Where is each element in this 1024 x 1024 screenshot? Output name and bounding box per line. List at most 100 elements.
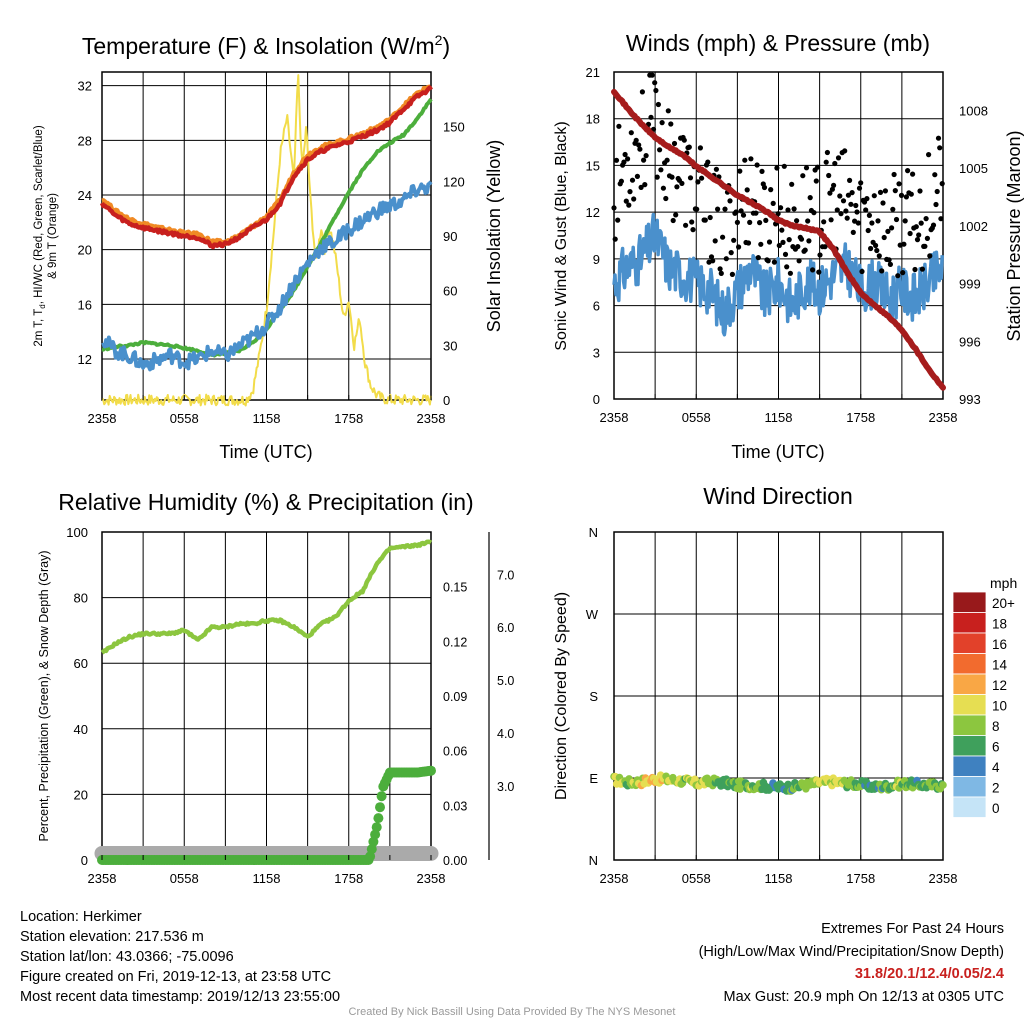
- extremes-title: Extremes For Past 24 Hours: [821, 921, 1004, 937]
- wind-direction-grid: [614, 532, 943, 860]
- gust-point: [832, 160, 838, 167]
- x-tick-label: 1758: [334, 871, 363, 886]
- gust-point: [731, 237, 737, 243]
- gust-point: [855, 220, 861, 226]
- direction-tick-label: S: [589, 689, 598, 704]
- gust-point: [787, 270, 794, 276]
- gust-point: [683, 222, 689, 228]
- gust-point: [733, 209, 739, 215]
- gust-point: [705, 159, 711, 165]
- max-gust: Max Gust: 20.9 mph On 12/13 at 0305 UTC: [723, 988, 1004, 1005]
- figure-created: Figure created on Fri, 2019-12-13, at 23…: [20, 969, 332, 985]
- wind_chill-line: [101, 180, 433, 372]
- snow-tick-label: 5.0: [497, 674, 514, 688]
- temperature-x-label: Time (UTC): [219, 442, 312, 462]
- gust-point: [821, 219, 827, 225]
- gust-point: [913, 224, 919, 230]
- legend-swatch: [952, 694, 987, 716]
- gust-point: [816, 269, 822, 275]
- gust-point: [858, 180, 864, 186]
- gust-point: [784, 264, 790, 270]
- y2-tick-label: 60: [443, 284, 457, 299]
- gust-point: [742, 157, 748, 163]
- legend-label: 14: [992, 658, 1008, 673]
- gust-point: [723, 256, 729, 262]
- gust-point: [835, 155, 842, 161]
- gust-point: [829, 186, 836, 192]
- gust-point: [880, 200, 886, 206]
- gust-point: [616, 123, 622, 129]
- gust-point: [922, 243, 928, 249]
- gust-point: [744, 187, 750, 193]
- gust-point: [781, 163, 787, 169]
- precip-tick-label: 0.06: [443, 745, 467, 759]
- gust-point: [641, 157, 647, 163]
- gust-point: [713, 166, 720, 172]
- direction-tick-label: W: [586, 607, 599, 622]
- gust-point: [831, 182, 837, 188]
- gust-point: [759, 168, 765, 174]
- gust-point: [747, 219, 753, 225]
- gust-point: [937, 145, 943, 151]
- gust-point: [782, 251, 789, 257]
- gust-point: [633, 137, 639, 143]
- gust-point: [690, 227, 696, 233]
- x-tick-label: 1758: [846, 410, 875, 425]
- gust-point: [805, 218, 811, 224]
- gust-point: [669, 174, 675, 180]
- legend-swatch: [952, 673, 987, 695]
- station-location: Location: Herkimer: [20, 909, 142, 925]
- snow-tick-label: 4.0: [497, 727, 514, 741]
- gust-point: [627, 189, 633, 195]
- y-tick-label: 24: [78, 188, 92, 203]
- gust-point: [660, 185, 667, 191]
- gust-point: [802, 247, 808, 253]
- snow-tick-label: 3.0: [497, 780, 514, 794]
- gust-point: [885, 228, 891, 234]
- wind-direction-y-label: Direction (Colored By Speed): [553, 592, 570, 800]
- y2-tick-label: 1008: [959, 103, 988, 118]
- wind-direction-series: [610, 771, 947, 795]
- temperature-ticks: 2358 0558 1158 1758 2358 12 16 20 24 28 32 0 30 60 90 1…: [78, 79, 465, 426]
- gust-point: [817, 252, 823, 258]
- gust-point: [800, 173, 806, 179]
- gust-point: [843, 208, 849, 214]
- gust-point: [679, 180, 685, 186]
- winds-x-label: Time (UTC): [731, 442, 824, 462]
- gust-point: [908, 191, 914, 197]
- gust-point: [727, 198, 733, 204]
- gust-point: [729, 271, 736, 277]
- winds-ticks: 2358 0558 1158 1758 235803691215182199399699…: [586, 65, 988, 425]
- direction-point: [939, 781, 947, 789]
- pressure-line: [611, 88, 946, 391]
- legend-label: 16: [992, 637, 1007, 652]
- gust-point: [637, 146, 643, 152]
- gust-point: [791, 206, 797, 212]
- direction-tick-label: E: [589, 771, 598, 786]
- legend-swatch: [952, 735, 987, 757]
- gust-point: [896, 181, 902, 187]
- gust-point: [823, 159, 829, 165]
- precip-point: [375, 802, 385, 813]
- legend-swatch: [952, 591, 987, 613]
- gust-point: [905, 168, 911, 174]
- y-tick-label: 32: [78, 79, 92, 94]
- y2-tick-label: 30: [443, 338, 457, 353]
- gust-point: [901, 241, 907, 247]
- gust-point: [853, 202, 859, 209]
- x-tick-label: 0558: [170, 411, 199, 426]
- gust-point: [687, 175, 694, 181]
- gust-point: [811, 210, 817, 216]
- humidity-title: Relative Humidity (%) & Precipitation (i…: [58, 489, 473, 515]
- gust-point: [779, 227, 785, 233]
- gust-point: [652, 80, 658, 86]
- gust-point: [649, 72, 655, 78]
- legend-swatch: [952, 612, 987, 634]
- gust-point: [789, 181, 795, 187]
- gust-point: [834, 207, 840, 213]
- winds-panel: Winds (mph) & Pressure (mb) 2358 0558 1158…: [553, 30, 1024, 462]
- gust-point: [758, 241, 764, 247]
- gust-point: [923, 216, 929, 222]
- precip-tick-label: 0.15: [443, 581, 467, 595]
- station-latlon: Station lat/lon: 43.0366; -75.0096: [20, 949, 234, 965]
